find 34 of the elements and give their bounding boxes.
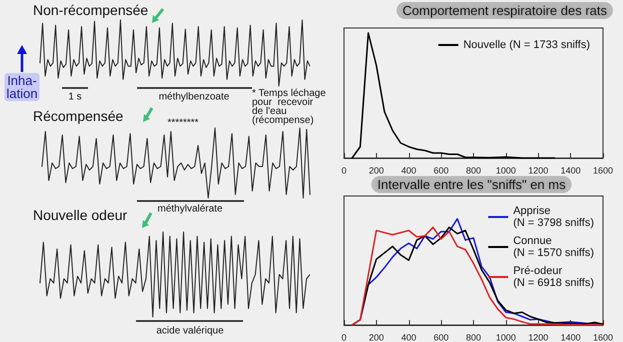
x-tick-label: 1200 (528, 332, 548, 342)
x-tick-label: 0 (341, 166, 347, 176)
x-tick-label: 1000 (496, 166, 516, 176)
chart-title: Intervalle entre les "sniffs" en ms (377, 177, 566, 192)
x-tick-label: 1600 (592, 166, 614, 176)
text: méthylbenzoate (158, 92, 230, 102)
x-tick-label: 400 (401, 166, 416, 176)
x-tick-label: 1600 (592, 332, 614, 342)
chart-title: Nouvelle odeur (33, 207, 128, 223)
chart-title: Comportement respiratoire des rats (402, 3, 608, 18)
annotation: ******** (167, 118, 199, 128)
legend-label: Pré-odeur (N = 6918 sniffs) (513, 265, 594, 289)
text: * Temps léchage pour recevoir de l'eau (récompense) (252, 88, 326, 126)
x-tick-label: 200 (368, 332, 384, 342)
text: méthylvalérate (157, 204, 223, 214)
x-tick-label: 800 (466, 332, 482, 342)
chart-title: Récompensée (33, 108, 124, 124)
text: acide valérique (156, 326, 224, 336)
legend-label: Apprise (N = 3798 sniffs) (513, 205, 594, 229)
x-tick-label: 1400 (560, 166, 581, 176)
text: Inha- lation (6, 73, 38, 101)
x-tick-label: 600 (434, 166, 449, 176)
x-tick-label: 400 (401, 332, 416, 342)
legend-label: Connue (N = 1570 sniffs) (513, 235, 594, 259)
chart-title: Non-récompensée (33, 2, 148, 18)
x-tick-label: 600 (434, 332, 449, 342)
x-tick-label: 1200 (528, 166, 548, 176)
legend-label: Nouvelle (N = 1733 sniffs) (463, 39, 590, 51)
x-tick-label: 1400 (560, 332, 581, 342)
x-tick-label: 1000 (496, 332, 516, 342)
x-tick-label: 200 (368, 166, 384, 176)
x-tick-label: 0 (341, 332, 347, 342)
text: 1 s (68, 92, 82, 102)
x-tick-label: 800 (466, 166, 482, 176)
